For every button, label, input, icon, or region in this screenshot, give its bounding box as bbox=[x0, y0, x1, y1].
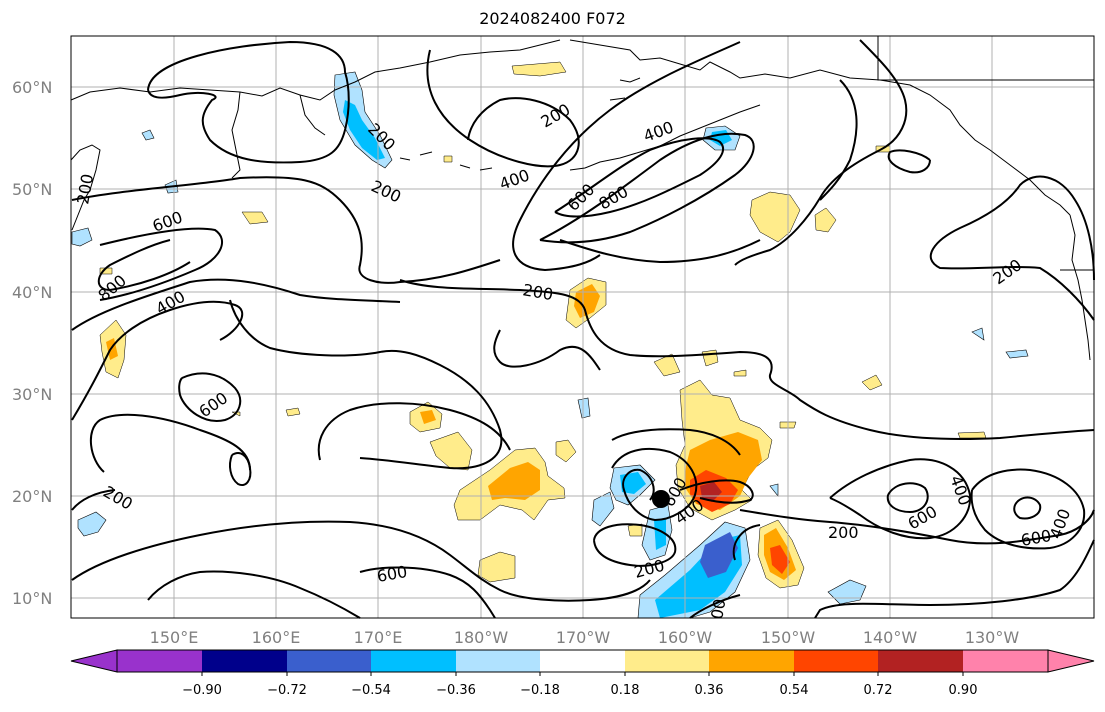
colorbar-cell bbox=[878, 650, 963, 672]
map-frame bbox=[70, 35, 1095, 619]
lon-label: 160°E bbox=[252, 628, 301, 647]
colorbar-cell bbox=[371, 650, 456, 672]
contour-label: 00 bbox=[707, 597, 729, 620]
lat-label: 50°N bbox=[12, 180, 52, 199]
colorbar-cell bbox=[794, 650, 878, 672]
colorbar-label: 0.18 bbox=[611, 683, 640, 698]
colorbar-label: −0.54 bbox=[351, 683, 391, 698]
colorbar: −0.90 −0.72 −0.54 −0.36 −0.18 0.18 0.36 … bbox=[70, 649, 1095, 698]
longitude-labels: 150°E 160°E 170°E 180°W 170°W 160°W 150°… bbox=[150, 628, 1020, 647]
contour-label: 200 bbox=[828, 523, 859, 542]
lat-label: 40°N bbox=[12, 283, 52, 302]
colorbar-cell bbox=[540, 650, 625, 672]
map-title: 2024082400 F072 bbox=[479, 9, 626, 28]
gridlines bbox=[71, 36, 1094, 618]
lon-label: 170°E bbox=[354, 628, 403, 647]
lon-label: 130°W bbox=[965, 628, 1020, 647]
colorbar-cell bbox=[456, 650, 540, 672]
map-panel: 200 200 200 200 200 200 200 200 200 400 … bbox=[70, 35, 1095, 621]
coastlines bbox=[70, 36, 1094, 361]
lat-label: 60°N bbox=[12, 78, 52, 97]
storm-center-marker bbox=[652, 490, 670, 508]
colorbar-cell bbox=[963, 650, 1048, 672]
colorbar-label: 0.90 bbox=[949, 683, 978, 698]
colorbar-extend-max bbox=[1047, 649, 1095, 673]
lat-label: 20°N bbox=[12, 487, 52, 506]
colorbar-label: 0.54 bbox=[780, 683, 809, 698]
colorbar-label: −0.72 bbox=[267, 683, 307, 698]
colorbar-cell bbox=[709, 650, 794, 672]
positive-shading bbox=[99, 61, 987, 589]
colorbar-cell bbox=[202, 650, 287, 672]
colorbar-cell bbox=[117, 650, 202, 672]
latitude-labels: 60°N 50°N 40°N 30°N 20°N 10°N bbox=[12, 78, 52, 608]
lon-label: 170°W bbox=[556, 628, 611, 647]
lon-label: 140°W bbox=[863, 628, 918, 647]
lon-label: 160°W bbox=[658, 628, 713, 647]
colorbar-label: −0.90 bbox=[182, 683, 222, 698]
colorbar-label: 0.72 bbox=[864, 683, 893, 698]
lon-label: 180°W bbox=[454, 628, 509, 647]
lon-label: 150°W bbox=[761, 628, 816, 647]
contours bbox=[71, 39, 1095, 619]
colorbar-cell bbox=[625, 650, 709, 672]
lat-label: 10°N bbox=[12, 589, 52, 608]
colorbar-label: 0.36 bbox=[695, 683, 724, 698]
colorbar-label: −0.18 bbox=[520, 683, 560, 698]
colorbar-cell bbox=[287, 650, 371, 672]
colorbar-extend-min bbox=[70, 649, 118, 673]
colorbar-label: −0.36 bbox=[436, 683, 476, 698]
lat-label: 30°N bbox=[12, 385, 52, 404]
lon-label: 150°E bbox=[150, 628, 199, 647]
